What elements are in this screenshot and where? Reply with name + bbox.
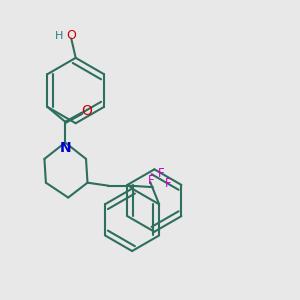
Text: F: F bbox=[148, 174, 155, 187]
Text: H: H bbox=[55, 31, 64, 40]
Text: F: F bbox=[158, 167, 165, 180]
Text: O: O bbox=[66, 29, 76, 42]
Text: F: F bbox=[165, 177, 172, 190]
Text: O: O bbox=[82, 104, 92, 118]
Text: N: N bbox=[59, 141, 71, 155]
